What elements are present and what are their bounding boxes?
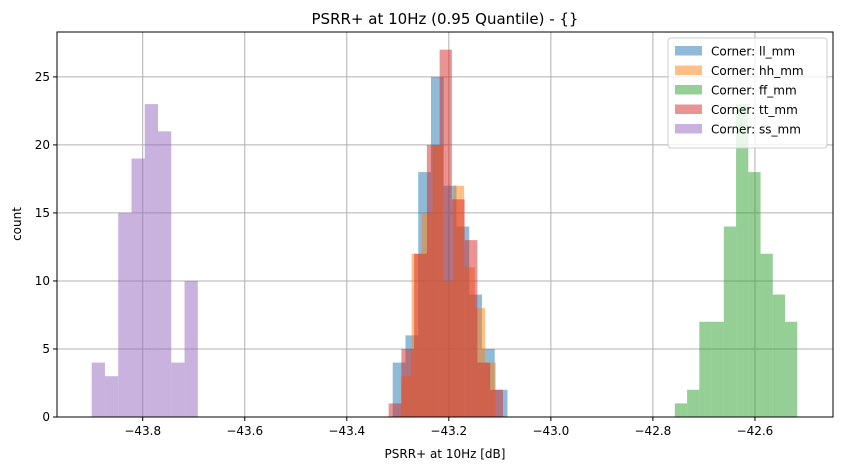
- histogram-bar: [184, 280, 198, 417]
- x-tick-label: −42.8: [635, 424, 672, 438]
- legend-swatch: [675, 65, 702, 75]
- histogram-bar: [485, 362, 496, 417]
- y-tick-label: 10: [35, 274, 50, 288]
- histogram-bar: [414, 253, 427, 417]
- histogram-bar: [711, 321, 724, 417]
- histogram-bar: [104, 376, 119, 417]
- legend-label: Corner: ss_mm: [711, 123, 801, 137]
- histogram-bar: [785, 321, 798, 417]
- legend-box: [667, 37, 828, 149]
- histogram-bar: [118, 212, 132, 417]
- legend-swatch: [675, 124, 702, 134]
- x-tick-label: −43.4: [328, 424, 365, 438]
- histogram-bar: [687, 389, 700, 417]
- histogram-bar: [91, 362, 105, 417]
- legend-label: Corner: tt_mm: [711, 103, 798, 117]
- histogram-bar: [674, 403, 688, 417]
- histogram-bar: [144, 104, 159, 417]
- y-tick-label: 20: [35, 138, 50, 152]
- histogram-bar: [490, 389, 503, 417]
- legend-swatch: [675, 104, 702, 114]
- chart-title: PSRR+ at 10Hz (0.95 Quantile) - {}: [312, 10, 579, 28]
- histogram-bar: [736, 104, 749, 417]
- y-axis-label: count: [10, 207, 24, 241]
- histogram-bar: [131, 158, 145, 417]
- x-axis-label: PSRR+ at 10Hz [dB]: [385, 447, 506, 461]
- y-tick-label: 15: [35, 206, 50, 220]
- x-tick-label: −43.0: [532, 424, 569, 438]
- histogram-bar: [723, 226, 737, 417]
- histogram-bar: [451, 199, 465, 417]
- histogram-bar: [426, 144, 440, 417]
- x-tick-label: −43.8: [124, 424, 161, 438]
- histogram-bar: [760, 253, 773, 417]
- histogram-bar: [464, 240, 478, 417]
- y-tick-label: 0: [42, 410, 50, 424]
- histogram-bar: [388, 403, 402, 417]
- histogram-bar: [171, 362, 185, 417]
- plot-frame: [56, 31, 834, 418]
- histogram-bar: [748, 172, 761, 417]
- histogram-bar: [439, 49, 452, 417]
- legend-label: Corner: ff_mm: [711, 84, 797, 98]
- histogram-bar: [158, 131, 172, 417]
- legend: Corner: ll_mm Corner: hh_mm Corner: ff_mm C…: [667, 37, 828, 149]
- y-tick-label: 25: [35, 70, 50, 84]
- x-tick-label: −43.6: [226, 424, 263, 438]
- legend-label: Corner: ll_mm: [711, 45, 795, 59]
- histogram-bar: [772, 294, 786, 417]
- histogram-bar: [401, 348, 415, 417]
- x-tick-label: −43.2: [430, 424, 467, 438]
- histogram-bar: [699, 321, 712, 417]
- legend-swatch: [675, 46, 702, 56]
- legend-label: Corner: hh_mm: [711, 64, 804, 78]
- x-tick-label: −42.6: [737, 424, 774, 438]
- legend-swatch: [675, 85, 702, 95]
- y-tick-label: 5: [42, 342, 50, 356]
- histogram-bar: [477, 362, 491, 417]
